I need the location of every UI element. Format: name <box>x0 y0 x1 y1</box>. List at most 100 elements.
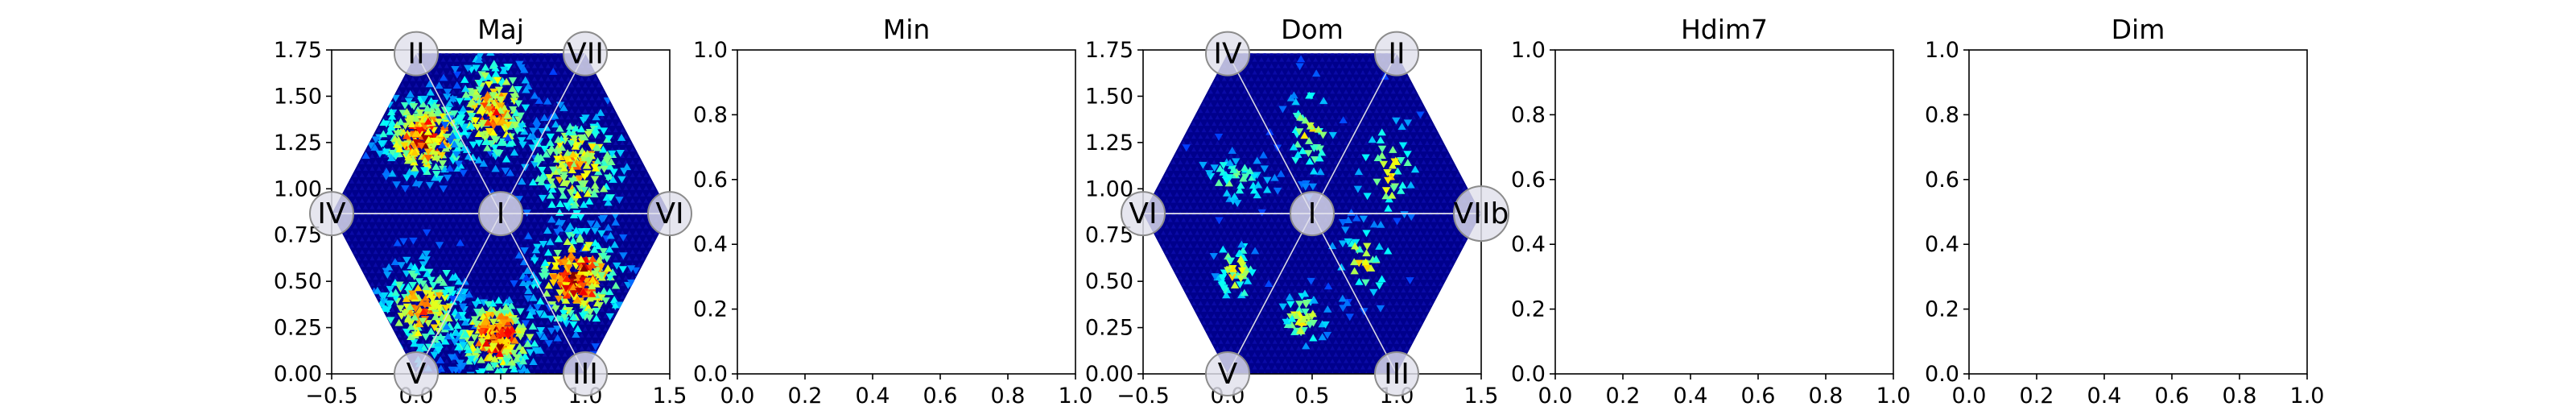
y-tick-label: 0.00 <box>274 362 322 387</box>
background-cell <box>663 82 669 88</box>
background-cell <box>383 153 389 158</box>
background-cell <box>637 121 642 127</box>
background-cell <box>511 64 517 68</box>
heat-cell <box>404 153 413 161</box>
background-cell <box>532 205 537 210</box>
background-cell <box>457 218 463 222</box>
background-cell <box>363 333 368 338</box>
background-cell <box>346 185 351 190</box>
x-tick-label: 0.8 <box>991 384 1026 409</box>
background-cell <box>634 89 638 94</box>
heat-cell <box>585 294 594 302</box>
heat-cell <box>580 186 589 194</box>
heat-cell <box>504 332 513 340</box>
background-cell <box>336 255 341 261</box>
background-cell <box>643 147 649 151</box>
background-cell <box>366 365 372 370</box>
heat-cell <box>565 161 574 169</box>
background-cell <box>339 70 345 75</box>
background-cell <box>654 307 659 312</box>
background-cell <box>376 76 382 81</box>
background-cell <box>373 57 378 62</box>
background-cell <box>583 108 588 114</box>
background-cell <box>342 268 348 274</box>
background-cell <box>369 243 375 248</box>
heat-cell <box>595 255 604 263</box>
heat-cell <box>465 330 474 338</box>
background-cell <box>397 255 402 261</box>
background-cell <box>423 243 429 248</box>
background-cell <box>566 333 571 338</box>
heat-cell <box>485 363 494 371</box>
heat-cell <box>456 120 466 128</box>
background-cell <box>366 185 372 190</box>
background-cell <box>336 281 341 287</box>
background-cell <box>660 53 666 56</box>
heat-cell <box>407 322 415 330</box>
background-cell <box>555 82 561 88</box>
heat-cell <box>405 114 414 122</box>
background-cell <box>660 346 666 351</box>
background-cell <box>440 249 446 255</box>
heat-cell <box>571 142 580 150</box>
heat-cell <box>444 314 453 322</box>
background-cell <box>494 275 500 280</box>
background-cell <box>339 262 345 268</box>
background-cell <box>386 352 392 357</box>
background-cell <box>640 268 646 274</box>
background-cell <box>1424 359 1430 363</box>
background-cell <box>474 275 480 280</box>
background-cell <box>339 147 345 151</box>
heat-cell <box>402 108 411 115</box>
background-cell <box>626 346 632 351</box>
background-cell <box>397 230 402 235</box>
heat-cell <box>541 259 550 267</box>
background-cell <box>353 262 358 268</box>
heat-cell <box>580 264 588 272</box>
heat-cell <box>442 270 451 277</box>
background-cell <box>423 76 429 81</box>
background-cell <box>491 268 497 274</box>
background-cell <box>366 82 372 88</box>
background-cell <box>376 127 382 133</box>
background-cell <box>596 95 601 101</box>
background-cell <box>637 313 642 318</box>
background-cell <box>589 339 595 344</box>
heat-cell <box>521 104 530 112</box>
heat-cell <box>423 104 432 112</box>
background-cell <box>1468 365 1474 370</box>
background-cell <box>1411 346 1416 351</box>
background-cell <box>356 268 361 274</box>
background-cell <box>448 262 452 268</box>
heat-cell <box>386 127 394 135</box>
heat-cell <box>464 290 473 298</box>
background-cell <box>518 153 524 158</box>
heat-cell <box>617 133 626 141</box>
heat-cell <box>540 310 549 318</box>
background-cell <box>579 192 584 197</box>
heat-cell <box>370 143 379 151</box>
background-cell <box>1195 359 1200 363</box>
background-cell <box>363 346 368 351</box>
heat-cell <box>514 86 522 93</box>
background-cell <box>1158 313 1162 318</box>
background-cell <box>1164 301 1170 305</box>
background-cell <box>654 102 659 107</box>
heat-cell <box>455 97 464 106</box>
heat-cell <box>569 211 579 218</box>
background-cell <box>410 179 415 184</box>
background-cell <box>539 320 544 325</box>
background-cell <box>603 352 609 357</box>
heat-cell <box>599 127 609 135</box>
background-cell <box>393 70 398 75</box>
background-cell <box>660 320 666 325</box>
heat-cell <box>545 304 554 312</box>
heat-cell <box>422 283 431 291</box>
background-cell <box>646 114 652 120</box>
background-cell <box>660 102 666 107</box>
background-cell <box>552 268 558 274</box>
background-cell <box>515 288 520 293</box>
background-cell <box>1455 352 1460 357</box>
background-cell <box>532 53 537 56</box>
heat-cell <box>580 300 588 308</box>
